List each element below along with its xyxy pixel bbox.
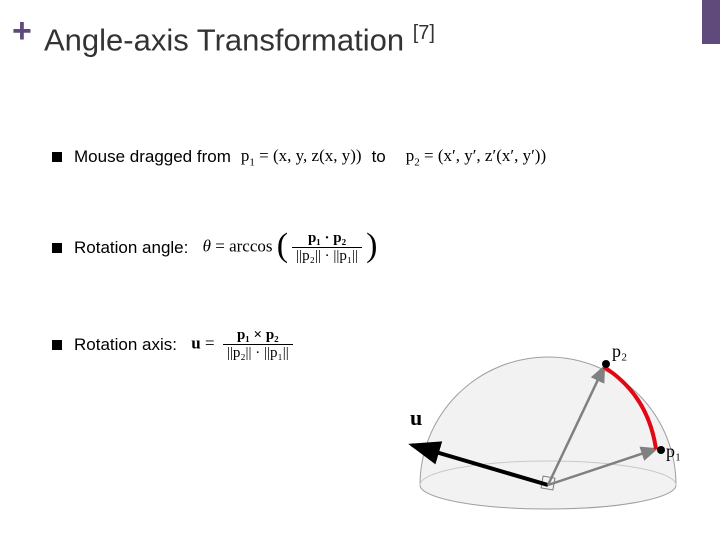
title-text: Angle-axis Transformation [44, 22, 413, 57]
formula-p2: p2 = (x′, y′, z′(x′, y′)) [406, 146, 546, 168]
bullet-rotation-angle: Rotation angle: θ = arccos ( p₁ · p₂ ||p… [52, 230, 672, 265]
bullet-mouse-dragged: Mouse dragged from p1 = (x, y, z(x, y)) … [52, 146, 672, 168]
bullet-marker-icon [52, 152, 62, 162]
plus-icon: + [12, 14, 32, 48]
bullet-label: Rotation axis: [74, 335, 177, 355]
u-label: u [410, 405, 422, 430]
to-word: to [372, 147, 386, 167]
p1-dot [657, 446, 665, 454]
bullet-marker-icon [52, 243, 62, 253]
formula-p1: p1 = (x, y, z(x, y)) [241, 146, 362, 168]
title-citation: [7] [413, 22, 435, 44]
p2-dot [602, 360, 610, 368]
corner-accent [702, 0, 720, 44]
hemisphere-diagram: u p₁ p₂ [380, 325, 680, 520]
bullet-label: Mouse dragged from [74, 147, 231, 167]
formula-theta: θ = arccos ( p₁ · p₂ ||p₂|| · ||p₁|| ) [198, 230, 377, 265]
bullet-marker-icon [52, 340, 62, 350]
formula-u: u = p₁ × p₂ ||p₂|| · ||p₁|| [187, 327, 297, 362]
bullet-label: Rotation angle: [74, 238, 188, 258]
p2-label: p₂ [612, 341, 627, 361]
p1-label: p₁ [666, 441, 680, 461]
page-title: Angle-axis Transformation [7] [44, 22, 435, 58]
